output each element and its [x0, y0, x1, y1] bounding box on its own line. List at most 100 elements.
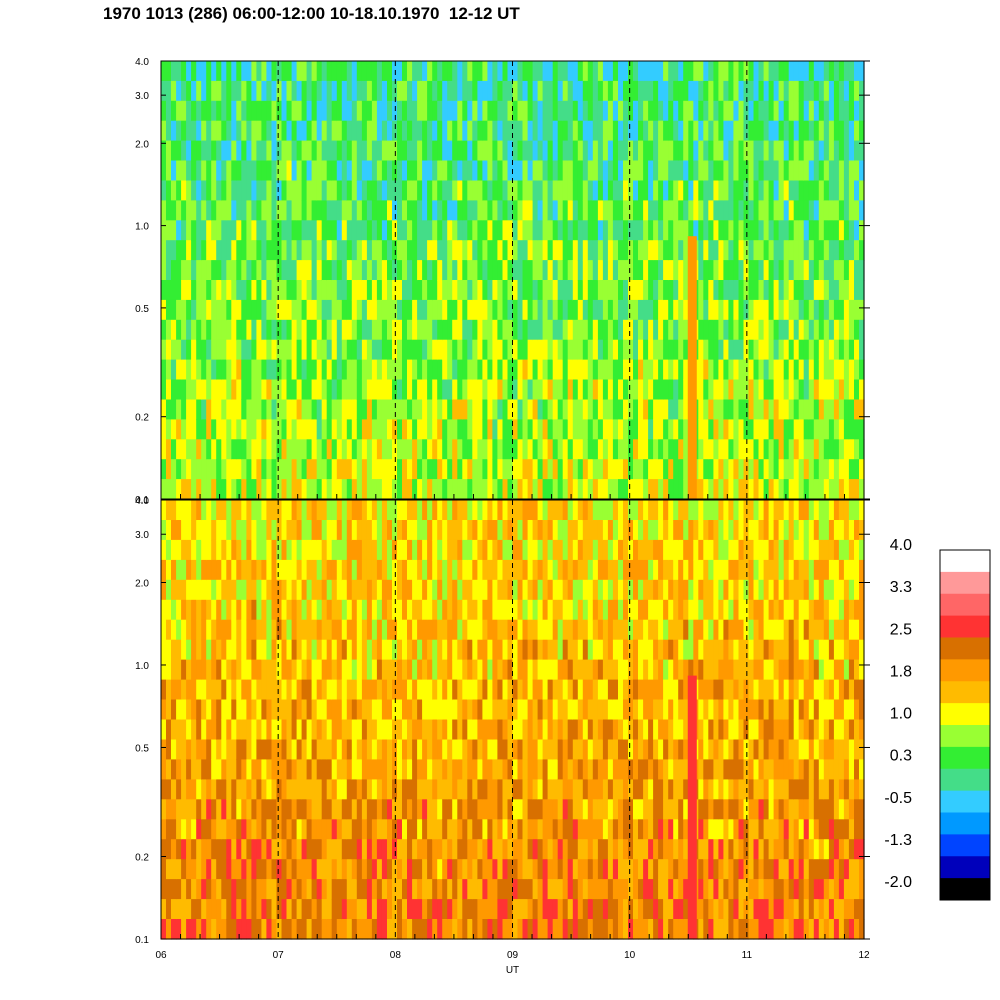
y-tick-label: 0.2 [135, 413, 149, 424]
heatmap-cell [191, 599, 197, 621]
heatmap-cell [673, 479, 679, 500]
heatmap-cell [286, 919, 293, 940]
heatmap-cell [577, 759, 584, 780]
heatmap-cell [422, 579, 428, 601]
heatmap-cell [336, 500, 343, 521]
heatmap-cell [628, 180, 634, 201]
heatmap-cell [773, 180, 780, 201]
heatmap-cell [492, 200, 498, 221]
heatmap-cell [607, 240, 614, 261]
heatmap-cell [522, 319, 529, 341]
heatmap-cell [522, 200, 529, 221]
heatmap-cell [618, 299, 624, 321]
heatmap-cell [552, 699, 559, 721]
heatmap-cell [818, 260, 825, 281]
heatmap-cell [663, 80, 669, 102]
heatmap-cell [196, 500, 202, 521]
heatmap-cell [577, 639, 584, 661]
heatmap-cell [462, 339, 468, 361]
heatmap-cell [397, 859, 403, 880]
heatmap-cell [477, 240, 483, 261]
heatmap-cell [326, 899, 333, 920]
heatmap-cell [361, 599, 368, 621]
heatmap-cell [221, 200, 227, 221]
heatmap-cell [743, 200, 750, 221]
heatmap-cell [266, 779, 272, 800]
heatmap-cell [256, 80, 262, 102]
heatmap-cell [537, 379, 544, 400]
heatmap-cell [562, 200, 569, 221]
heatmap-cell [387, 879, 393, 900]
heatmap-cell [452, 399, 458, 420]
heatmap-cell [859, 120, 865, 142]
heatmap-cell [467, 379, 473, 400]
heatmap-cell [231, 679, 237, 701]
heatmap-cell [387, 339, 393, 361]
heatmap-cell [321, 100, 328, 122]
heatmap-cell [226, 61, 232, 82]
heatmap-cell [336, 419, 343, 440]
heatmap-cell [241, 120, 247, 142]
heatmap-cell [361, 80, 368, 102]
heatmap-cell [537, 100, 544, 122]
heatmap-cell [166, 479, 172, 500]
heatmap-cell [763, 100, 770, 122]
heatmap-cell [402, 779, 408, 800]
heatmap-cell [673, 61, 679, 82]
heatmap-cell [236, 500, 242, 521]
heatmap-cell [361, 100, 368, 122]
heatmap-cell [251, 599, 257, 621]
heatmap-cell [361, 679, 368, 701]
heatmap-cell [547, 100, 554, 122]
heatmap-cell [552, 799, 559, 820]
heatmap-cell [186, 280, 192, 301]
heatmap-cell [542, 200, 549, 221]
heatmap-cell [462, 539, 468, 561]
heatmap-cell [678, 399, 684, 420]
heatmap-cell [723, 80, 729, 102]
heatmap-cell [166, 599, 172, 621]
heatmap-cell [487, 299, 493, 321]
heatmap-cell [226, 619, 232, 641]
heatmap-cell [196, 859, 202, 880]
heatmap-cell [532, 679, 539, 701]
heatmap-cell [161, 759, 167, 780]
heatmap-cell [577, 659, 584, 681]
heatmap-cell [276, 399, 283, 420]
heatmap-cell [427, 399, 433, 420]
heatmap-cell [256, 419, 262, 440]
heatmap-cell [171, 479, 177, 500]
heatmap-cell [512, 819, 519, 840]
heatmap-cell [226, 180, 232, 201]
heatmap-cell [462, 240, 468, 261]
heatmap-cell [482, 819, 488, 840]
heatmap-cell [427, 160, 433, 181]
heatmap-cell [633, 61, 639, 82]
heatmap-cell [723, 140, 729, 162]
heatmap-cell [462, 120, 468, 142]
heatmap-cell [648, 100, 654, 122]
heatmap-cell [472, 359, 478, 381]
heatmap-cell [823, 100, 830, 122]
heatmap-cell [241, 260, 247, 281]
heatmap-cell [487, 619, 493, 641]
heatmap-cell [572, 479, 579, 500]
heatmap-cell [442, 859, 448, 880]
heatmap-cell [361, 759, 368, 780]
heatmap-cell [638, 299, 644, 321]
heatmap-cell [196, 879, 202, 900]
heatmap-cell [542, 819, 549, 840]
heatmap-cell [196, 679, 202, 701]
heatmap-cell [542, 779, 549, 800]
heatmap-cell [397, 699, 403, 721]
heatmap-cell [452, 779, 458, 800]
heatmap-cell [482, 359, 488, 381]
heatmap-cell [301, 379, 308, 400]
heatmap-cell [296, 799, 303, 820]
heatmap-cell [673, 319, 679, 341]
heatmap-cell [266, 559, 272, 581]
heatmap-cell [351, 819, 358, 840]
heatmap-cell [226, 839, 232, 860]
heatmap-cell [196, 100, 202, 122]
heatmap-cell [311, 140, 318, 162]
